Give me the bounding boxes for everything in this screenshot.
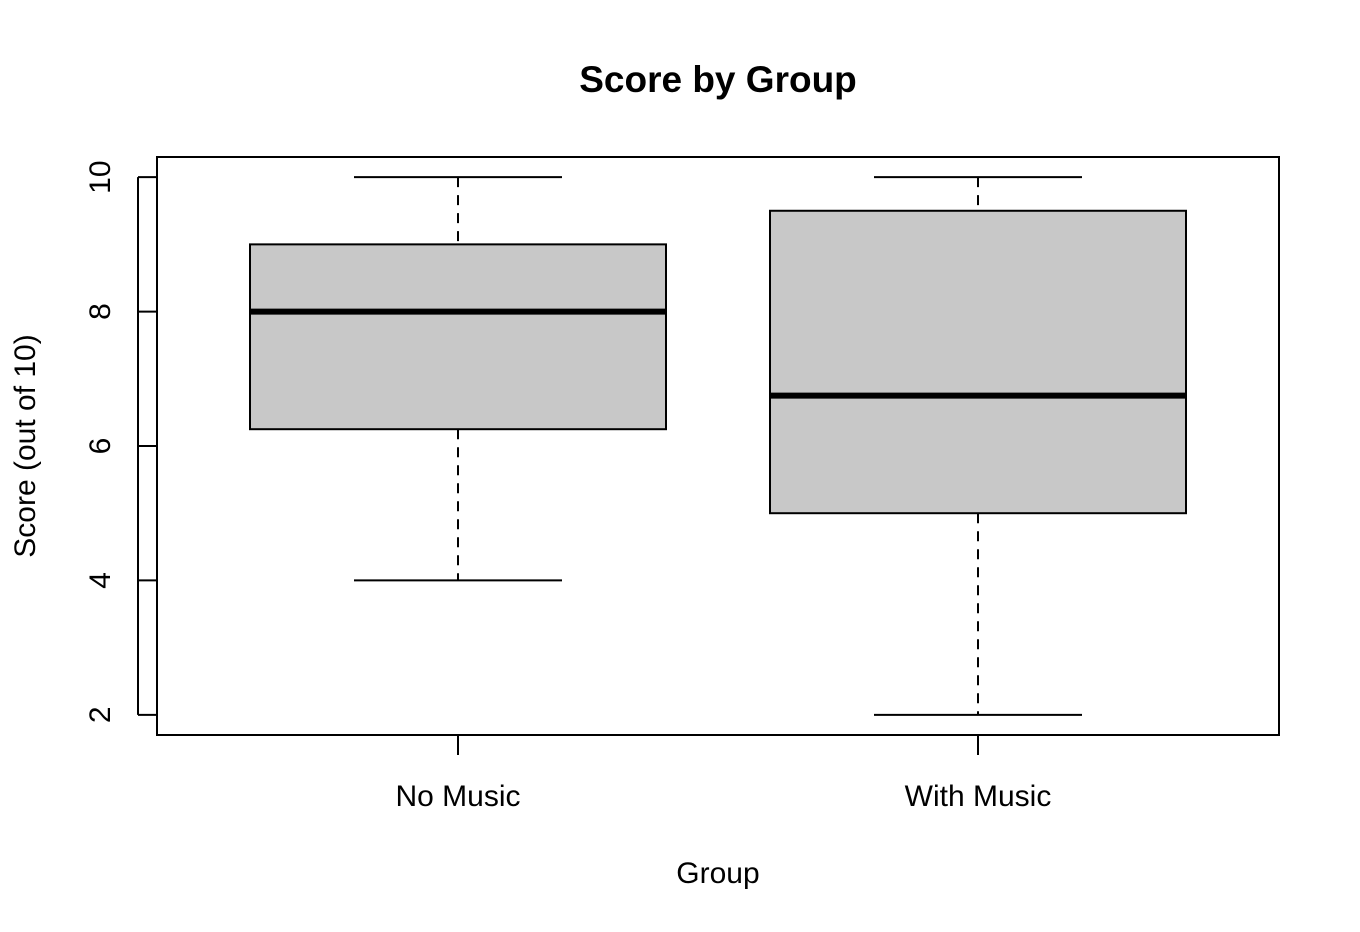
y-tick-label-2: 2 xyxy=(84,706,117,723)
y-axis: 2 4 6 8 10 xyxy=(84,160,157,723)
chart-title: Score by Group xyxy=(579,59,857,100)
y-tick-label-4: 4 xyxy=(84,572,117,589)
y-tick-label-8: 8 xyxy=(84,303,117,320)
iqr-box xyxy=(249,243,667,431)
y-tick-label-10: 10 xyxy=(84,160,117,193)
x-tick-label-0: No Music xyxy=(395,780,520,813)
iqr-box xyxy=(769,209,1187,515)
x-axis: No Music With Music xyxy=(395,735,1051,813)
boxes-group xyxy=(249,176,1187,716)
y-axis-label: Score (out of 10) xyxy=(9,334,42,557)
box-1 xyxy=(769,176,1187,716)
box-0 xyxy=(249,176,667,582)
x-tick-label-1: With Music xyxy=(905,780,1052,813)
y-tick-label-6: 6 xyxy=(84,438,117,455)
x-axis-label: Group xyxy=(676,857,759,890)
